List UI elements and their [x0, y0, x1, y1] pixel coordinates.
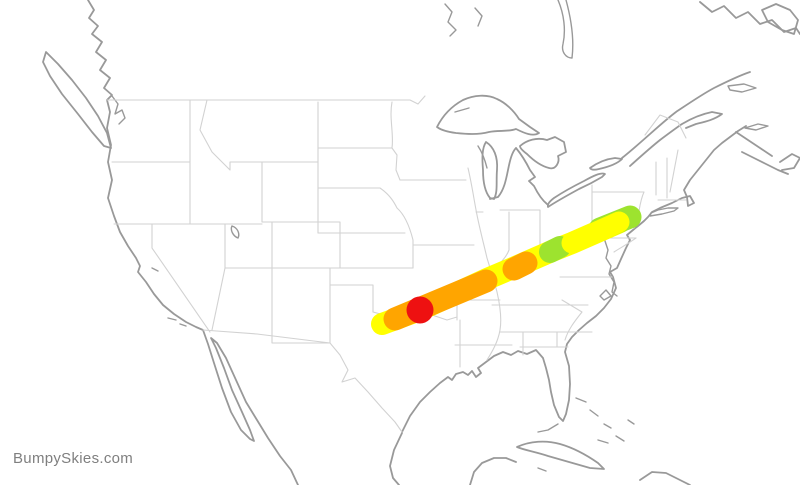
newfoundland: [761, 3, 799, 35]
lake-michigan: [481, 141, 499, 200]
lake-superior: [436, 94, 540, 136]
isla-juventud: [537, 467, 547, 472]
channel-islands: [151, 267, 187, 327]
lake-of-the-woods: [444, 3, 483, 37]
hispaniola: [639, 471, 691, 485]
isle-royale: [454, 107, 470, 113]
florida-keys: [537, 423, 559, 433]
route-segment-yellow: [561, 211, 630, 254]
puget-sound: [111, 95, 126, 125]
prince-edward-island: [744, 123, 769, 131]
michigan-mitt-coast: [489, 147, 548, 205]
anticosti-island: [727, 83, 757, 93]
green-bay: [477, 145, 488, 169]
turbulence-route: [371, 205, 642, 335]
lake-ontario: [589, 157, 623, 171]
cuba: [516, 440, 605, 470]
site-watermark: BumpySkies.com: [13, 450, 134, 467]
coastline-layer: [42, 0, 800, 485]
st-lawrence-south-shore: [629, 111, 723, 167]
labrador-coast: [699, 1, 800, 35]
plains-state-borders: [317, 101, 475, 368]
route-segment-orange: [502, 251, 538, 281]
pacific-coastline: [87, 0, 299, 485]
lake-erie: [546, 172, 606, 208]
southern-state-borders: [491, 299, 593, 356]
yucatan: [469, 457, 517, 485]
gulf-atlantic-coastline: [401, 125, 747, 433]
route-segment-green: [539, 236, 571, 263]
pamlico-sound: [599, 289, 612, 301]
western-state-borders: [111, 99, 414, 344]
border-layer: [106, 95, 687, 433]
route-spot-red: [406, 296, 434, 324]
great-salt-lake: [230, 225, 240, 239]
chesapeake-bay: [603, 237, 618, 297]
nova-scotia: [735, 131, 800, 175]
st-lawrence-north-shore: [621, 71, 751, 159]
bahamas: [575, 397, 635, 444]
lake-huron: [519, 136, 567, 170]
mexico-gulf-coast: [389, 432, 403, 485]
lake-winnipeg: [557, 0, 574, 59]
canada-border: [106, 95, 426, 105]
long-island: [649, 207, 679, 217]
mexico-border: [202, 329, 403, 433]
vancouver-island: [42, 51, 112, 149]
